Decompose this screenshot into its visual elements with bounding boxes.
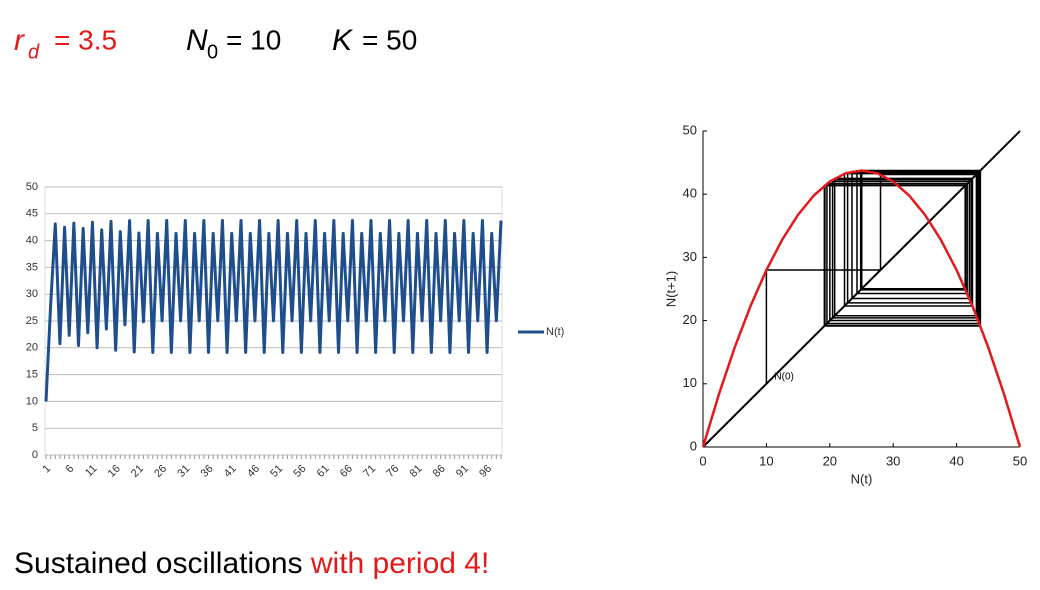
y-axis-label: N(t+1) (663, 271, 678, 307)
param-subscript: d (28, 41, 40, 63)
y-tick-label: 45 (26, 208, 38, 220)
annotation: N(0) (774, 371, 793, 382)
y-tick-label: 35 (26, 261, 38, 273)
x-tick-label: 1 (40, 463, 53, 476)
y-tick-label: 30 (683, 249, 697, 264)
x-tick-label: 11 (83, 463, 100, 480)
y-tick-label: 50 (683, 122, 697, 137)
y-tick-label: 40 (683, 186, 697, 201)
caption-highlight: with period 4! (310, 547, 489, 580)
y-tick-label: 5 (32, 422, 38, 434)
caption: Sustained oscillations with period 4! (14, 547, 489, 580)
x-tick-label: 66 (338, 463, 355, 480)
y-tick-label: 25 (26, 315, 38, 327)
x-tick-label: 50 (1013, 453, 1027, 468)
x-tick-label: 30 (886, 453, 900, 468)
cobweb (765, 169, 982, 384)
x-tick-label: 81 (407, 463, 424, 480)
x-tick-label: 26 (152, 463, 169, 480)
x-tick-label: 40 (949, 453, 963, 468)
map-curve (701, 169, 1022, 448)
param-value: = 3.5 (54, 24, 117, 55)
y-tick-label: 10 (26, 395, 38, 407)
x-tick-label: 86 (431, 463, 448, 480)
y-tick-label: 20 (683, 312, 697, 327)
param-symbol: N (186, 24, 208, 57)
param-value: = 50 (362, 24, 417, 55)
x-tick-label: 61 (315, 463, 332, 480)
y-tick-label: 30 (26, 288, 38, 300)
x-tick-label: 71 (361, 463, 378, 480)
x-tick-label: 6 (64, 463, 77, 476)
caption-text: Sustained oscillations (14, 547, 303, 580)
x-tick-label: 20 (823, 453, 837, 468)
y-tick-label: 10 (683, 375, 697, 390)
x-tick-label: 91 (454, 463, 471, 480)
x-tick-label: 10 (759, 453, 773, 468)
x-tick-label: 96 (477, 463, 494, 480)
x-tick-label: 76 (384, 463, 401, 480)
legend-label: N(t) (546, 326, 564, 338)
x-tick-label: 46 (245, 463, 262, 480)
y-tick-label: 0 (32, 449, 38, 461)
x-tick-label: 21 (129, 463, 146, 480)
series-line (44, 219, 503, 402)
y-tick-label: 20 (26, 342, 38, 354)
y-tick-label: 40 (26, 235, 38, 247)
x-axis-label: N(t) (851, 471, 873, 486)
y-tick-label: 0 (690, 438, 697, 453)
x-tick-label: 41 (222, 463, 239, 480)
y-tick-label: 50 (26, 181, 38, 193)
x-tick-label: 31 (175, 463, 192, 480)
x-tick-label: 51 (268, 463, 285, 480)
x-tick-label: 56 (291, 463, 308, 480)
param-subscript: 0 (207, 41, 218, 63)
y-tick-label: 15 (26, 369, 38, 381)
param-symbol: K (332, 24, 354, 57)
param-symbol: r (14, 24, 25, 57)
x-tick-label: 16 (106, 463, 123, 480)
x-tick-label: 36 (199, 463, 216, 480)
param-value: = 10 (226, 24, 281, 55)
x-tick-label: 0 (699, 453, 706, 468)
